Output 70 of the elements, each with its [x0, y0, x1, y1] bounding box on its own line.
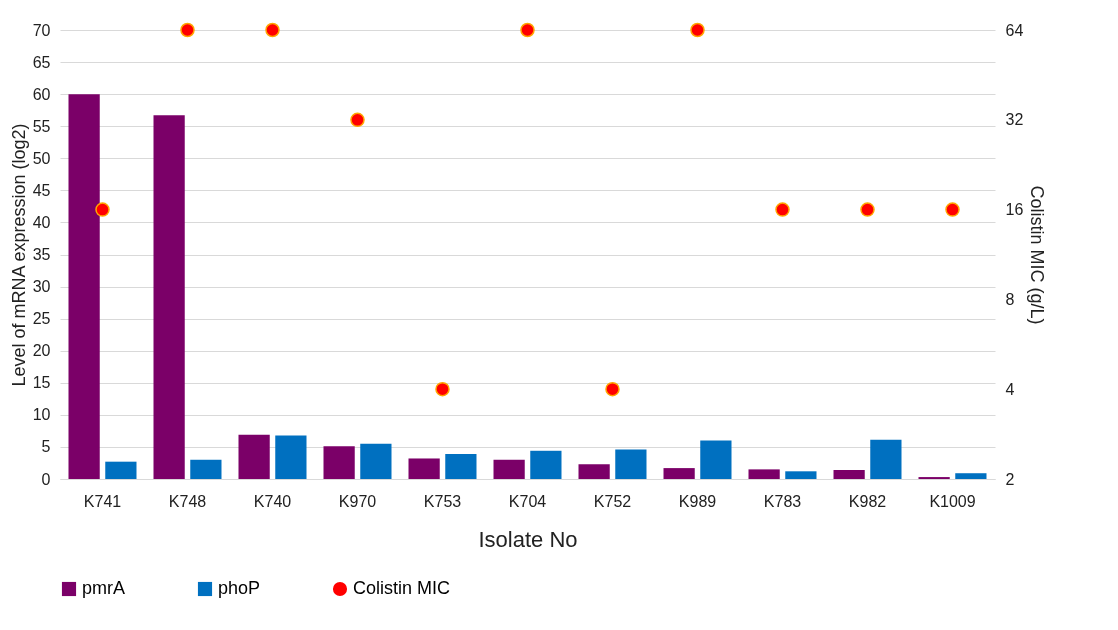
y-tick-label: 30: [32, 278, 51, 296]
y-tick-label: 60: [32, 85, 51, 103]
y-tick-label: 50: [32, 149, 51, 167]
y2-tick-label: 16: [1005, 201, 1024, 219]
bar: [870, 439, 902, 479]
bar: [190, 459, 222, 479]
bar: [530, 450, 562, 479]
x-tick-label: K753: [423, 492, 462, 510]
y-tick-label: 65: [32, 53, 51, 71]
x-tick-label: K752: [593, 492, 632, 510]
x-tick-label: K748: [168, 492, 207, 510]
x-tick-label: K989: [678, 492, 717, 510]
x-tick-label: K783: [763, 492, 802, 510]
point: [350, 112, 365, 128]
bar: [445, 453, 477, 479]
legend-label: Colistin MIC: [353, 578, 451, 598]
point: [520, 22, 535, 38]
point: [775, 202, 790, 217]
bar: [360, 443, 392, 479]
y2-tick-label: 2: [1005, 470, 1015, 488]
y2-tick-label: 8: [1005, 290, 1015, 308]
y2-axis-title: Colistin MIC (g/L): [1027, 185, 1048, 325]
y-tick-label: 10: [32, 406, 51, 424]
x-tick-label: K1009: [929, 492, 976, 510]
x-axis-title: Isolate No: [478, 526, 578, 552]
bar: [408, 458, 440, 479]
y-tick-label: 25: [32, 310, 51, 328]
x-tick-label: K982: [848, 492, 887, 510]
bar: [785, 471, 817, 479]
bar: [578, 464, 610, 479]
point: [690, 22, 705, 38]
point: [435, 381, 450, 397]
point: [605, 381, 620, 397]
bar: [748, 469, 780, 479]
y-axis-title: Level of mRNA expression (log2): [8, 123, 29, 387]
y-tick-label: 20: [32, 342, 51, 360]
bar: [955, 473, 987, 479]
point: [265, 22, 280, 38]
y-tick-label: 40: [32, 213, 51, 231]
y2-tick-label: 4: [1005, 380, 1015, 398]
bar: [275, 435, 307, 479]
x-tick-label: K740: [253, 492, 292, 510]
legend-label: phoP: [218, 578, 261, 598]
bar: [238, 434, 270, 479]
y-tick-label: 55: [32, 117, 51, 135]
bar: [323, 446, 355, 479]
point: [945, 202, 960, 217]
x-tick-label: K741: [83, 492, 122, 510]
y-tick-label: 5: [41, 438, 51, 456]
x-tick-label: K970: [338, 492, 377, 510]
y2-tick-label: 32: [1005, 111, 1024, 129]
bar: [153, 115, 185, 479]
y2-tick-label: 64: [1005, 21, 1024, 39]
bar: [663, 468, 695, 479]
bar: [615, 449, 647, 479]
point: [860, 202, 875, 217]
bar: [68, 94, 100, 479]
bar: [833, 470, 865, 479]
bar: [105, 461, 137, 479]
y-tick-label: 35: [32, 246, 51, 263]
point: [180, 22, 195, 38]
point: [95, 202, 110, 217]
bar: [700, 440, 732, 479]
bar: [493, 459, 525, 479]
y-tick-label: 45: [32, 181, 51, 199]
y-tick-label: 70: [32, 21, 51, 39]
legend-label: pmrA: [82, 578, 126, 598]
x-tick-label: K704: [508, 492, 547, 510]
y-tick-label: 0: [41, 470, 51, 488]
y-tick-label: 15: [32, 374, 51, 392]
